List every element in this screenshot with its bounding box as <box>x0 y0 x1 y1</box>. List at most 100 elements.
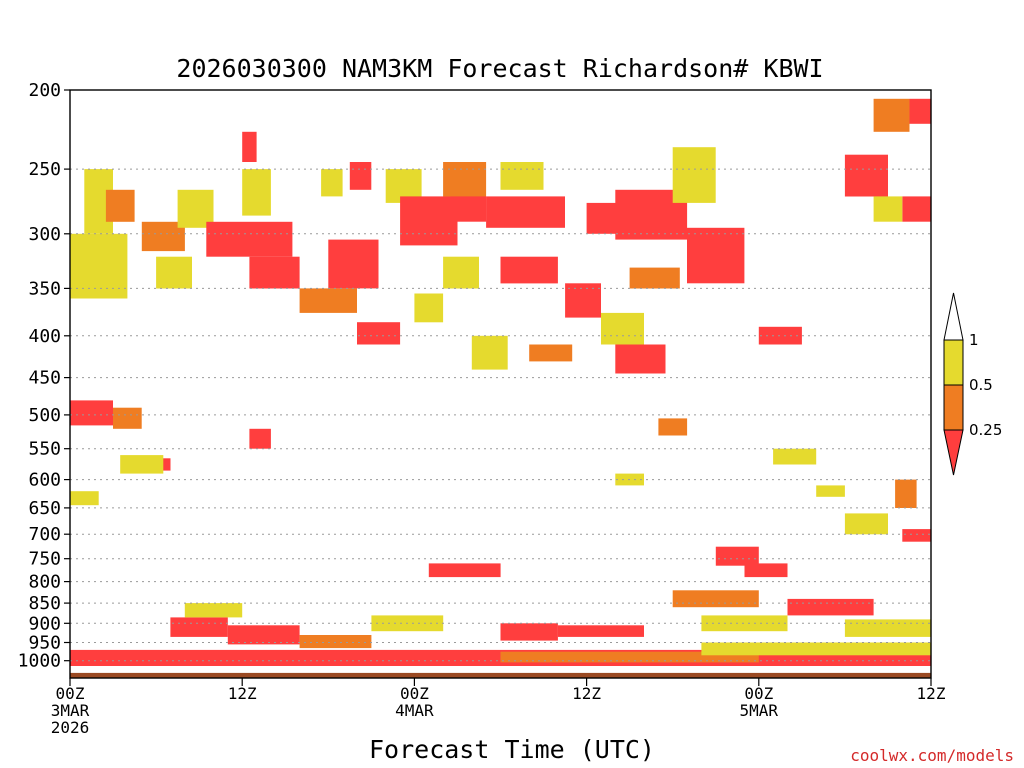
x-tick-label-2-1: 4MAR <box>395 701 434 720</box>
y-axis: 200 250 300 350 400 450 500 550 600 650 700 7508008… <box>18 80 70 672</box>
y-tick-label-950: 950 <box>28 633 61 654</box>
legend-label-2: 0.25 <box>969 421 1002 439</box>
x-axis-title: Forecast Time (UTC) <box>369 735 655 764</box>
x-tick-label-0-2: 2026 <box>51 718 90 737</box>
ri-patch-34 <box>601 312 644 345</box>
ri-patch-69 <box>701 642 931 656</box>
ri-patch-47 <box>744 563 788 578</box>
ri-patch-2 <box>70 233 128 299</box>
ri-patch-26 <box>529 344 573 362</box>
ri-patch-51 <box>70 491 99 506</box>
ri-patch-50 <box>249 428 271 449</box>
y-tick-label-600: 600 <box>28 470 61 491</box>
y-tick-label-700: 700 <box>28 524 61 545</box>
color-legend: 1 0.5 0.25 <box>943 292 1002 476</box>
x-tick-label-4-0: 00Z <box>744 684 773 703</box>
ri-patch-10 <box>242 169 271 216</box>
y-tick-label-300: 300 <box>28 224 61 245</box>
x-tick-label-2-0: 00Z <box>400 684 429 703</box>
x-tick-label-1-0: 12Z <box>228 684 257 703</box>
ri-patch-63 <box>672 590 759 608</box>
ri-patch-15 <box>321 169 343 197</box>
ri-patch-21 <box>486 196 565 228</box>
ri-patch-49 <box>120 455 164 474</box>
y-tick-label-400: 400 <box>28 326 61 347</box>
ri-patch-23 <box>500 256 558 284</box>
ri-patch-18 <box>400 196 458 246</box>
y-tick-label-350: 350 <box>28 278 61 299</box>
ri-patch-64 <box>701 615 788 632</box>
ri-patch-58 <box>299 635 372 649</box>
y-tick-label-450: 450 <box>28 368 61 389</box>
y-tick-label-1000: 1000 <box>18 651 61 672</box>
ri-patch-44 <box>844 513 888 535</box>
ri-patch-6 <box>156 256 192 289</box>
ri-patch-36 <box>758 326 802 345</box>
ri-patch-14 <box>357 322 401 345</box>
ri-patch-54 <box>773 448 817 465</box>
ri-patch-46 <box>715 546 759 566</box>
y-tick-label-550: 550 <box>28 439 61 460</box>
richardson-patches <box>70 98 931 666</box>
ri-patch-65 <box>787 598 874 616</box>
ri-patch-32 <box>672 147 716 203</box>
ri-patch-40 <box>902 196 931 222</box>
ri-patch-1 <box>113 407 142 429</box>
legend-swatch-low <box>943 429 964 476</box>
ri-patch-16 <box>349 162 372 190</box>
x-tick-label-0-0: 00Z <box>56 684 85 703</box>
ri-patch-53 <box>658 418 688 436</box>
ri-patch-57 <box>184 603 243 618</box>
ri-patch-9 <box>242 131 257 162</box>
y-tick-label-800: 800 <box>28 572 61 593</box>
ri-patch-62 <box>557 625 644 637</box>
ri-patch-45 <box>816 485 845 497</box>
ri-patch-55 <box>170 617 228 637</box>
site-credit: coolwx.com/models <box>850 746 1014 765</box>
ri-patch-38 <box>873 98 910 132</box>
y-tick-label-750: 750 <box>28 549 61 570</box>
ri-patch-31 <box>687 227 745 284</box>
legend-swatch-over <box>943 292 964 341</box>
ri-patch-61 <box>500 623 558 641</box>
y-tick-label-500: 500 <box>28 405 61 426</box>
ri-patch-4 <box>105 189 135 222</box>
ri-patch-8 <box>206 221 293 257</box>
y-tick-label-200: 200 <box>28 80 61 101</box>
x-tick-label-5-0: 12Z <box>917 684 946 703</box>
ri-patch-37 <box>844 154 888 197</box>
legend-label-0: 1 <box>969 331 979 349</box>
x-tick-label-3-0: 12Z <box>572 684 601 703</box>
chart-title: 2026030300 NAM3KM Forecast Richardson# K… <box>176 54 823 83</box>
ri-patch-42 <box>895 479 917 508</box>
ri-patch-7 <box>177 189 214 228</box>
x-tick-label-0-1: 3MAR <box>51 701 90 720</box>
ri-patch-12 <box>299 288 357 313</box>
y-tick-label-250: 250 <box>28 159 61 180</box>
ri-patch-56 <box>227 625 300 645</box>
ri-patch-20 <box>450 196 487 222</box>
ri-patch-27 <box>471 335 508 370</box>
x-tick-label-4-1: 5MAR <box>740 701 779 720</box>
ri-patch-11 <box>249 256 300 289</box>
ri-patch-13 <box>328 239 379 289</box>
ri-patch-43 <box>902 529 931 542</box>
ri-patch-25 <box>414 293 444 323</box>
plot-frame <box>69 89 932 679</box>
ri-patch-19 <box>443 162 487 197</box>
ri-patch-60 <box>428 563 501 578</box>
ri-patch-30 <box>629 267 680 289</box>
ri-patch-0 <box>70 400 113 426</box>
y-tick-label-650: 650 <box>28 498 61 519</box>
ri-patch-41 <box>873 196 903 222</box>
y-tick-label-850: 850 <box>28 593 61 614</box>
ground-fill <box>70 672 931 678</box>
legend-swatch-mid <box>943 384 964 431</box>
ri-patch-39 <box>909 98 931 124</box>
ri-patch-33 <box>565 283 601 318</box>
ri-patch-68 <box>500 651 759 663</box>
legend-swatch-high <box>943 339 964 386</box>
ri-patch-66 <box>844 619 931 637</box>
